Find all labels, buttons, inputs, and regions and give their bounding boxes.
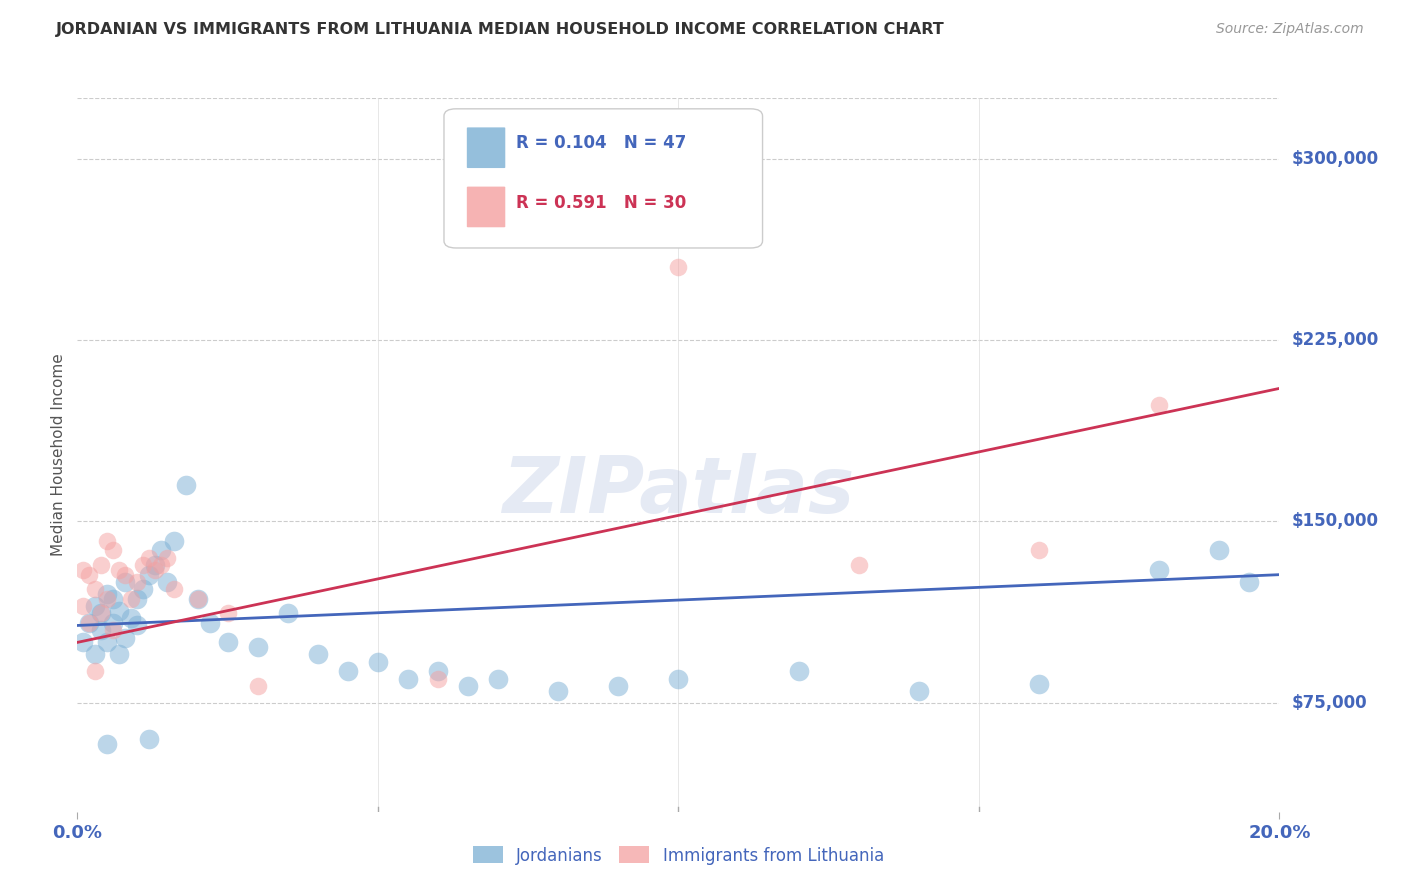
Point (246, 640, 269, 655)
Point (547, 683, 569, 698)
Point (607, 679, 630, 693)
Point (668, 260, 690, 275)
Point (396, 672, 419, 686)
Point (103, 543, 125, 558)
Point (132, 582, 155, 597)
Text: $225,000: $225,000 (1292, 331, 1379, 349)
Point (96, 533, 118, 548)
Point (1149, 563, 1171, 577)
Point (1208, 543, 1230, 558)
Point (138, 567, 160, 582)
Point (145, 558, 167, 572)
Point (114, 631, 136, 645)
Point (217, 635, 239, 649)
Point (84, 648, 107, 662)
Point (1149, 398, 1171, 412)
Point (72, 563, 94, 577)
Point (103, 615, 125, 630)
Point (127, 574, 149, 589)
Point (138, 550, 160, 565)
Point (79, 615, 101, 630)
Y-axis label: Median Household Income: Median Household Income (51, 353, 66, 557)
Point (150, 543, 173, 558)
Point (174, 478, 197, 492)
Point (427, 665, 450, 679)
Point (457, 679, 479, 693)
Point (668, 672, 690, 686)
Text: ZIPatlas: ZIPatlas (502, 452, 855, 529)
Point (427, 672, 450, 686)
Point (1239, 574, 1261, 589)
Point (336, 665, 359, 679)
Point (156, 550, 179, 565)
Point (90, 607, 112, 621)
Point (787, 665, 810, 679)
Point (84, 665, 107, 679)
Point (90, 558, 112, 572)
Text: R = 0.591   N = 30: R = 0.591 N = 30 (516, 194, 686, 212)
Point (114, 567, 136, 582)
Point (156, 574, 179, 589)
Point (90, 624, 112, 638)
Point (103, 591, 125, 606)
Point (246, 679, 269, 693)
Point (186, 591, 209, 606)
Point (486, 672, 509, 686)
Point (96, 635, 118, 649)
Point (162, 582, 184, 597)
Point (108, 648, 131, 662)
Point (84, 599, 107, 613)
Point (108, 563, 131, 577)
Point (120, 591, 142, 606)
Point (908, 683, 931, 698)
Point (120, 611, 142, 625)
Point (96, 737, 118, 751)
Point (307, 648, 329, 662)
Point (72, 635, 94, 649)
Point (72, 599, 94, 613)
Point (114, 574, 136, 589)
Text: JORDANIAN VS IMMIGRANTS FROM LITHUANIA MEDIAN HOUSEHOLD INCOME CORRELATION CHART: JORDANIAN VS IMMIGRANTS FROM LITHUANIA M… (56, 22, 945, 37)
Point (132, 558, 155, 572)
FancyBboxPatch shape (444, 109, 762, 248)
Point (1028, 676, 1050, 690)
FancyBboxPatch shape (467, 186, 505, 227)
Text: R = 0.104   N = 47: R = 0.104 N = 47 (516, 134, 686, 152)
Text: Source: ZipAtlas.com: Source: ZipAtlas.com (1216, 22, 1364, 37)
Point (127, 591, 149, 606)
Point (79, 615, 101, 630)
Point (186, 591, 209, 606)
Point (162, 533, 184, 548)
Point (84, 582, 107, 597)
Point (1028, 543, 1050, 558)
Text: $75,000: $75,000 (1292, 694, 1367, 712)
Point (103, 624, 125, 638)
Point (90, 607, 112, 621)
Point (848, 558, 870, 572)
Point (367, 655, 389, 669)
Text: $150,000: $150,000 (1292, 512, 1378, 531)
Point (217, 607, 239, 621)
Legend: Jordanians, Immigrants from Lithuania: Jordanians, Immigrants from Lithuania (465, 839, 891, 871)
Point (96, 587, 118, 601)
Point (145, 563, 167, 577)
Point (150, 558, 173, 572)
Point (96, 591, 118, 606)
Point (277, 607, 299, 621)
Point (79, 567, 101, 582)
Text: $300,000: $300,000 (1292, 150, 1379, 168)
Point (127, 618, 149, 632)
Point (198, 615, 221, 630)
Point (138, 732, 160, 747)
FancyBboxPatch shape (467, 128, 505, 168)
Point (108, 604, 131, 618)
